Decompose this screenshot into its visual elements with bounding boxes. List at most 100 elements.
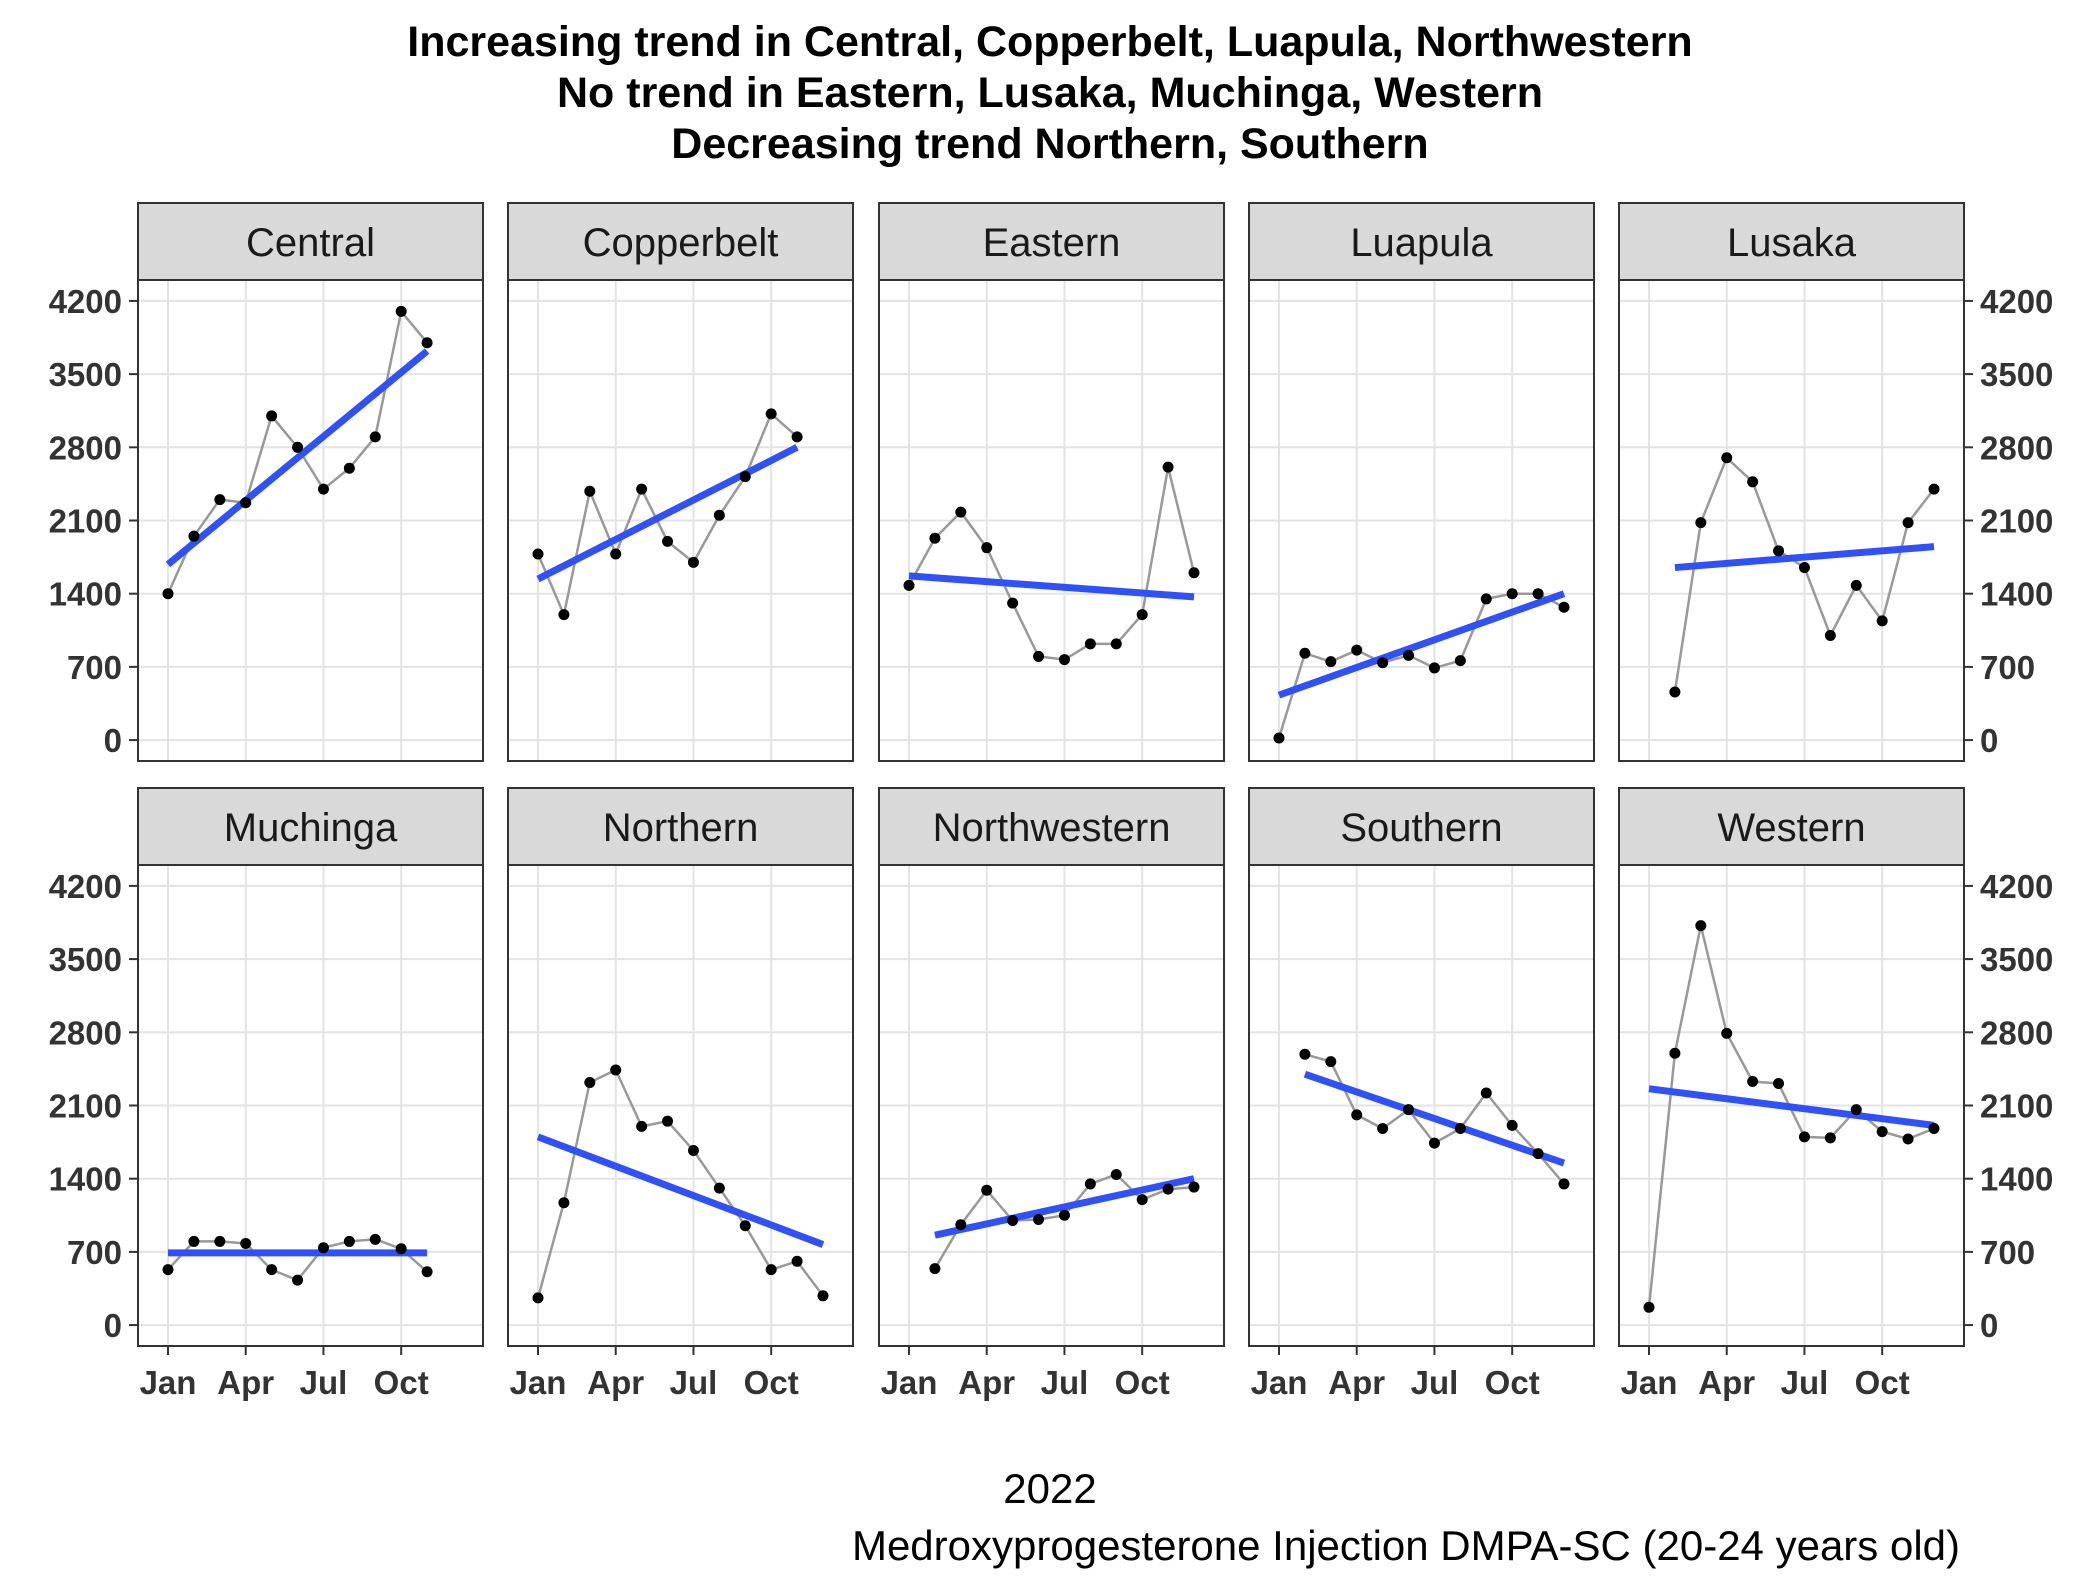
data-point	[610, 548, 622, 560]
y-tick-label: 0	[104, 1307, 122, 1344]
data-point	[1798, 1131, 1810, 1143]
data-point	[1454, 655, 1466, 667]
data-point	[343, 462, 355, 474]
x-tick-label: Oct	[374, 1364, 429, 1401]
x-tick-label: Oct	[1115, 1364, 1170, 1401]
panel-border	[507, 279, 854, 762]
data-point	[532, 548, 544, 560]
data-point	[1110, 638, 1122, 650]
data-point	[662, 535, 674, 547]
y-tick-label: 2100	[1980, 503, 2053, 540]
data-point	[1695, 517, 1707, 529]
data-point	[266, 410, 278, 422]
panel-border	[507, 864, 854, 1347]
strip-western	[1618, 787, 1965, 866]
data-point	[1902, 1133, 1914, 1145]
data-point	[188, 1235, 200, 1247]
trend-line-western	[1648, 1085, 1935, 1129]
data-point	[1007, 597, 1019, 609]
strip-northwestern	[878, 787, 1225, 866]
trend-line-southern	[1303, 1070, 1566, 1167]
y-tick-label: 0	[1980, 1307, 1998, 1344]
data-point	[1876, 615, 1888, 627]
strip-southern	[1248, 787, 1595, 866]
data-point	[929, 1263, 941, 1275]
y-tick-label: 700	[67, 649, 122, 686]
data-point	[317, 483, 329, 495]
strip-luapula	[1248, 202, 1595, 281]
x-tick-label: Oct	[744, 1364, 799, 1401]
trend-line-central	[165, 348, 430, 568]
strip-copperbelt	[507, 202, 854, 281]
trend-line-copperbelt	[536, 444, 799, 583]
data-point	[1480, 593, 1492, 605]
data-point	[1273, 732, 1285, 744]
chart-title-line-2: No trend in Eastern, Lusaka, Muchinga, W…	[556, 69, 1544, 117]
x-tick-label: Jul	[1411, 1364, 1459, 1401]
x-tick-label: Jan	[1621, 1364, 1678, 1401]
data-point	[421, 337, 433, 349]
y-tick-label: 3500	[1980, 356, 2053, 393]
data-point	[558, 1197, 570, 1209]
y-tick-label: 3500	[1980, 941, 2053, 978]
data-point	[558, 609, 570, 621]
data-point	[610, 1064, 622, 1076]
panel-copperbelt: Copperbelt	[507, 202, 854, 762]
data-point	[713, 1182, 725, 1194]
data-point	[1721, 1027, 1733, 1039]
data-point	[687, 1144, 699, 1156]
data-point	[1721, 452, 1733, 464]
data-point	[214, 1235, 226, 1247]
data-point	[687, 556, 699, 568]
data-point	[1669, 1047, 1681, 1059]
data-point	[1558, 601, 1570, 613]
x-tick-label: Apr	[1698, 1364, 1755, 1401]
y-tick-label: 0	[1980, 722, 1998, 759]
y-tick-label: 2800	[49, 1014, 122, 1051]
data-point	[1747, 1075, 1759, 1087]
data-point	[765, 1264, 777, 1276]
trend-line-northwestern	[934, 1175, 1195, 1239]
data-point	[1643, 1301, 1655, 1313]
y-tick-label: 1400	[49, 1161, 122, 1198]
data-point	[1136, 1194, 1148, 1206]
data-point	[636, 483, 648, 495]
chart-title-line-3: Decreasing trend Northern, Southern	[671, 120, 1429, 168]
panel-border	[878, 864, 1225, 1347]
y-tick-label: 2100	[49, 1088, 122, 1125]
x-tick-label: Jan	[140, 1364, 197, 1401]
data-point	[1007, 1215, 1019, 1227]
strip-label-luapula: Luapula	[1350, 221, 1493, 265]
data-point	[395, 1243, 407, 1255]
data-point	[1506, 1119, 1518, 1131]
data-point	[188, 530, 200, 542]
data-point	[1058, 1209, 1070, 1221]
trend-line-eastern	[908, 572, 1195, 601]
strip-label-western: Western	[1717, 806, 1865, 850]
data-point	[1299, 1048, 1311, 1060]
x-tick-label: Oct	[1485, 1364, 1540, 1401]
data-point	[1403, 649, 1415, 661]
panel-eastern: Eastern	[878, 202, 1225, 762]
strip-label-northern: Northern	[603, 806, 759, 850]
data-point	[903, 579, 915, 591]
x-tick-label: Apr	[1328, 1364, 1385, 1401]
panel-muchinga: Muchinga 0 700 1400 2100 2800 3500 4200 Jan Apr Ju…	[49, 787, 484, 1401]
panel-northern: Northern Jan Apr Jul Oct	[507, 787, 854, 1401]
data-point	[1850, 1104, 1862, 1116]
data-point	[1033, 650, 1045, 662]
data-point	[1532, 1148, 1544, 1160]
data-point	[369, 431, 381, 443]
data-point	[162, 588, 174, 600]
data-point	[1162, 1183, 1174, 1195]
data-point	[1403, 1104, 1415, 1116]
data-point	[1428, 1137, 1440, 1149]
strip-label-northwestern: Northwestern	[933, 806, 1171, 850]
data-point	[1377, 657, 1389, 669]
data-point	[584, 1076, 596, 1088]
data-point	[1325, 1056, 1337, 1068]
panel-southern: Southern Jan Apr Jul Oct	[1248, 787, 1595, 1401]
data-point	[981, 542, 993, 554]
